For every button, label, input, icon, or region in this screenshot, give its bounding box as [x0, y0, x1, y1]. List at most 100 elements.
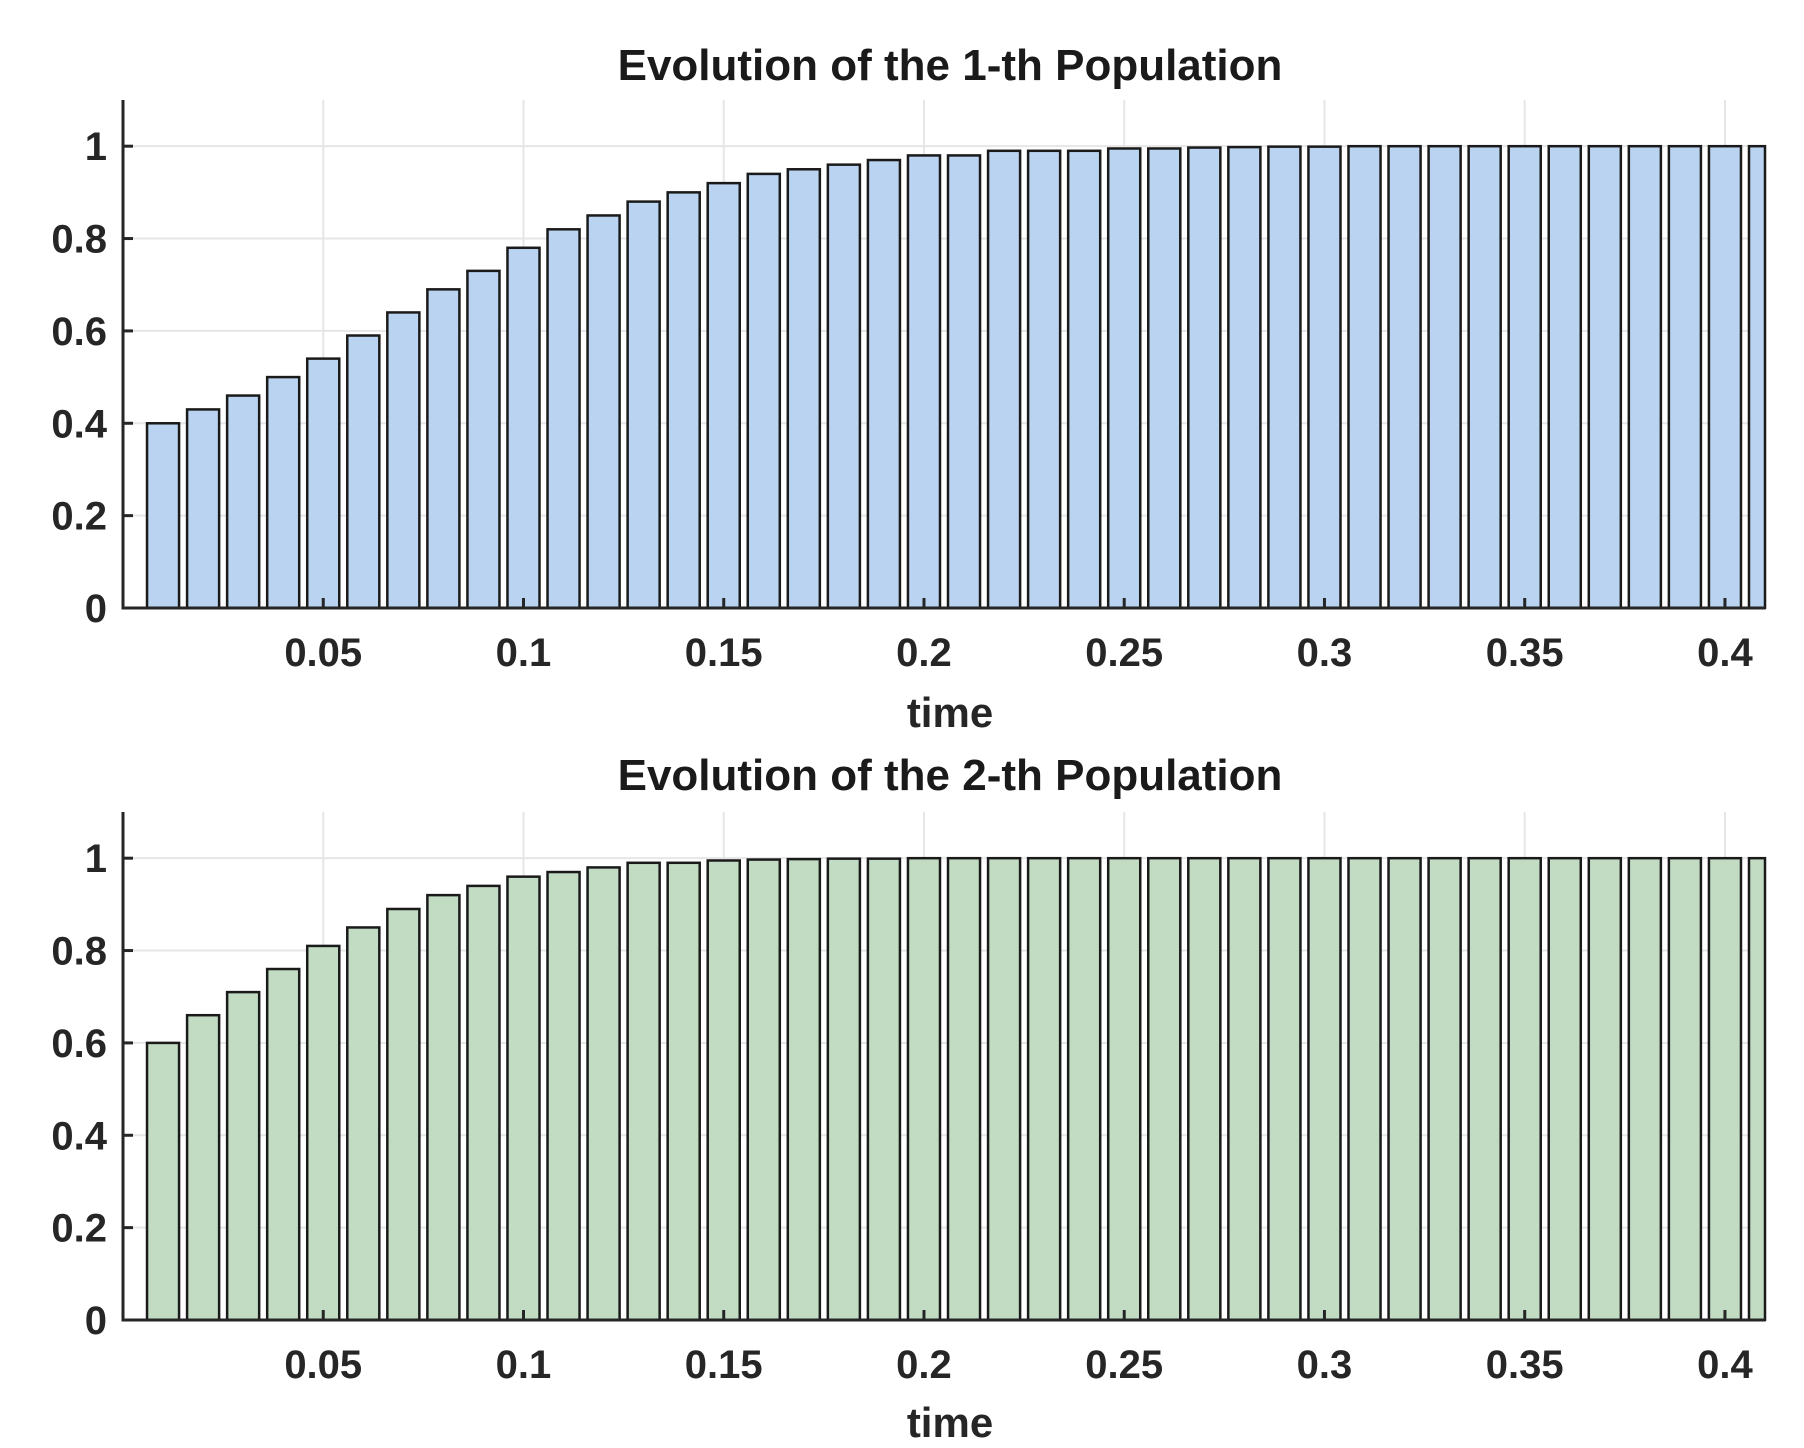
y-tick-label: 0: [85, 587, 107, 631]
bar-2-36: [1547, 856, 1583, 1322]
bar-2-4: [265, 967, 301, 1322]
y-tick-label: 0.8: [51, 218, 107, 262]
bar-2-23: [1026, 856, 1062, 1322]
bar-1-13: [626, 200, 661, 610]
bar-2-39: [1667, 856, 1703, 1322]
bar-1-7: [386, 311, 421, 610]
bar-1-15: [706, 181, 742, 610]
x-tick-label: 0.15: [685, 631, 763, 675]
bar-1-23: [1026, 149, 1062, 610]
bar-2-21: [946, 856, 982, 1322]
bar-2-25: [1106, 856, 1142, 1322]
x-axis-label: time: [907, 1399, 993, 1446]
bar-1-24: [1066, 149, 1102, 610]
bar-2-17: [786, 857, 822, 1322]
y-tick-label: 1: [85, 837, 107, 881]
bar-2-11: [546, 870, 581, 1322]
bar-2-7: [386, 907, 421, 1322]
bar-1-27: [1187, 146, 1222, 610]
x-tick-label: 0.25: [1085, 631, 1163, 675]
chart-title: Evolution of the 2-th Population: [618, 751, 1283, 800]
bar-2-37: [1587, 856, 1623, 1322]
bar-2-33: [1427, 856, 1462, 1322]
bar-1-17: [786, 168, 822, 610]
chart-panel-1: 0 0.2 0.4 0.6 0.8 1 0.05 0.1 0.15 0.2 0.25 0.3 0.35 0…: [51, 41, 1767, 736]
bar-1-33: [1427, 144, 1462, 610]
x-tick-label: 0.05: [284, 631, 362, 675]
bar-2-24: [1066, 856, 1102, 1322]
bar-1-38: [1627, 144, 1663, 610]
x-tick-label: 0.3: [1297, 1343, 1353, 1387]
y-tick-label: 0: [85, 1299, 107, 1343]
bar-2-16: [746, 858, 782, 1322]
bar-1-41: [1747, 144, 1767, 610]
bar-2-40: [1707, 856, 1743, 1322]
bar-2-28: [1227, 856, 1262, 1322]
x-tick-label: 0.1: [496, 1343, 552, 1387]
bar-2-26: [1146, 856, 1182, 1322]
x-tick-label: 0.05: [284, 1343, 362, 1387]
bar-2-9: [466, 884, 501, 1322]
bar-1-16: [746, 172, 782, 610]
bar-1-32: [1387, 144, 1422, 610]
bar-1-36: [1547, 144, 1583, 610]
y-tick-label: 0.4: [51, 1114, 107, 1158]
x-tick-label: 0.35: [1486, 1343, 1564, 1387]
y-tick-label: 0.4: [51, 402, 107, 446]
bar-1-1: [145, 422, 181, 610]
bar-1-19: [866, 158, 902, 610]
bar-1-40: [1707, 144, 1743, 610]
bar-2-20: [906, 856, 942, 1322]
bar-1-4: [265, 375, 301, 610]
bar-1-11: [546, 228, 581, 610]
bar-1-8: [426, 288, 461, 610]
bar-1-10: [506, 246, 541, 610]
y-tick-label: 0.2: [51, 495, 107, 539]
bar-2-2: [185, 1013, 221, 1322]
bar-2-30: [1307, 856, 1342, 1322]
bar-2-18: [826, 857, 862, 1322]
x-tick-label: 0.2: [896, 1343, 952, 1387]
bar-2-12: [586, 866, 621, 1322]
y-tick-label: 0.6: [51, 1022, 107, 1066]
x-tick-label: 0.3: [1297, 631, 1353, 675]
bar-2-38: [1627, 856, 1663, 1322]
bar-1-9: [466, 269, 501, 610]
bar-1-28: [1227, 145, 1262, 610]
bar-2-6: [346, 926, 381, 1322]
bar-2-8: [426, 893, 461, 1322]
bar-1-12: [586, 214, 621, 610]
bar-1-21: [946, 154, 982, 610]
bar-2-15: [706, 859, 742, 1322]
x-axis-label: time: [907, 689, 993, 736]
x-tick-label: 0.4: [1697, 631, 1753, 675]
bar-1-14: [666, 191, 701, 610]
bar-1-5: [305, 357, 341, 610]
bar-1-2: [185, 408, 221, 610]
bar-1-37: [1587, 144, 1623, 610]
y-tick-label: 0.8: [51, 930, 107, 974]
bar-1-34: [1467, 144, 1502, 610]
bar-2-31: [1347, 856, 1382, 1322]
bar-2-41: [1747, 856, 1767, 1322]
bar-1-35: [1507, 144, 1542, 610]
bar-2-34: [1467, 856, 1502, 1322]
chart-title: Evolution of the 1-th Population: [618, 41, 1283, 90]
bar-1-26: [1146, 147, 1182, 610]
bar-1-6: [346, 334, 381, 610]
bar-1-25: [1106, 147, 1142, 610]
bar-1-20: [906, 154, 942, 610]
bar-2-14: [666, 861, 701, 1322]
bar-2-29: [1267, 856, 1302, 1322]
bar-1-39: [1667, 144, 1703, 610]
x-tick-label: 0.1: [496, 631, 552, 675]
x-tick-label: 0.2: [896, 631, 952, 675]
bar-2-19: [866, 857, 902, 1322]
bar-1-18: [826, 163, 862, 610]
bar-2-32: [1387, 856, 1422, 1322]
x-tick-label: 0.4: [1697, 1343, 1753, 1387]
y-tick-label: 0.2: [51, 1207, 107, 1251]
x-tick-label: 0.25: [1085, 1343, 1163, 1387]
bar-2-10: [506, 875, 541, 1322]
